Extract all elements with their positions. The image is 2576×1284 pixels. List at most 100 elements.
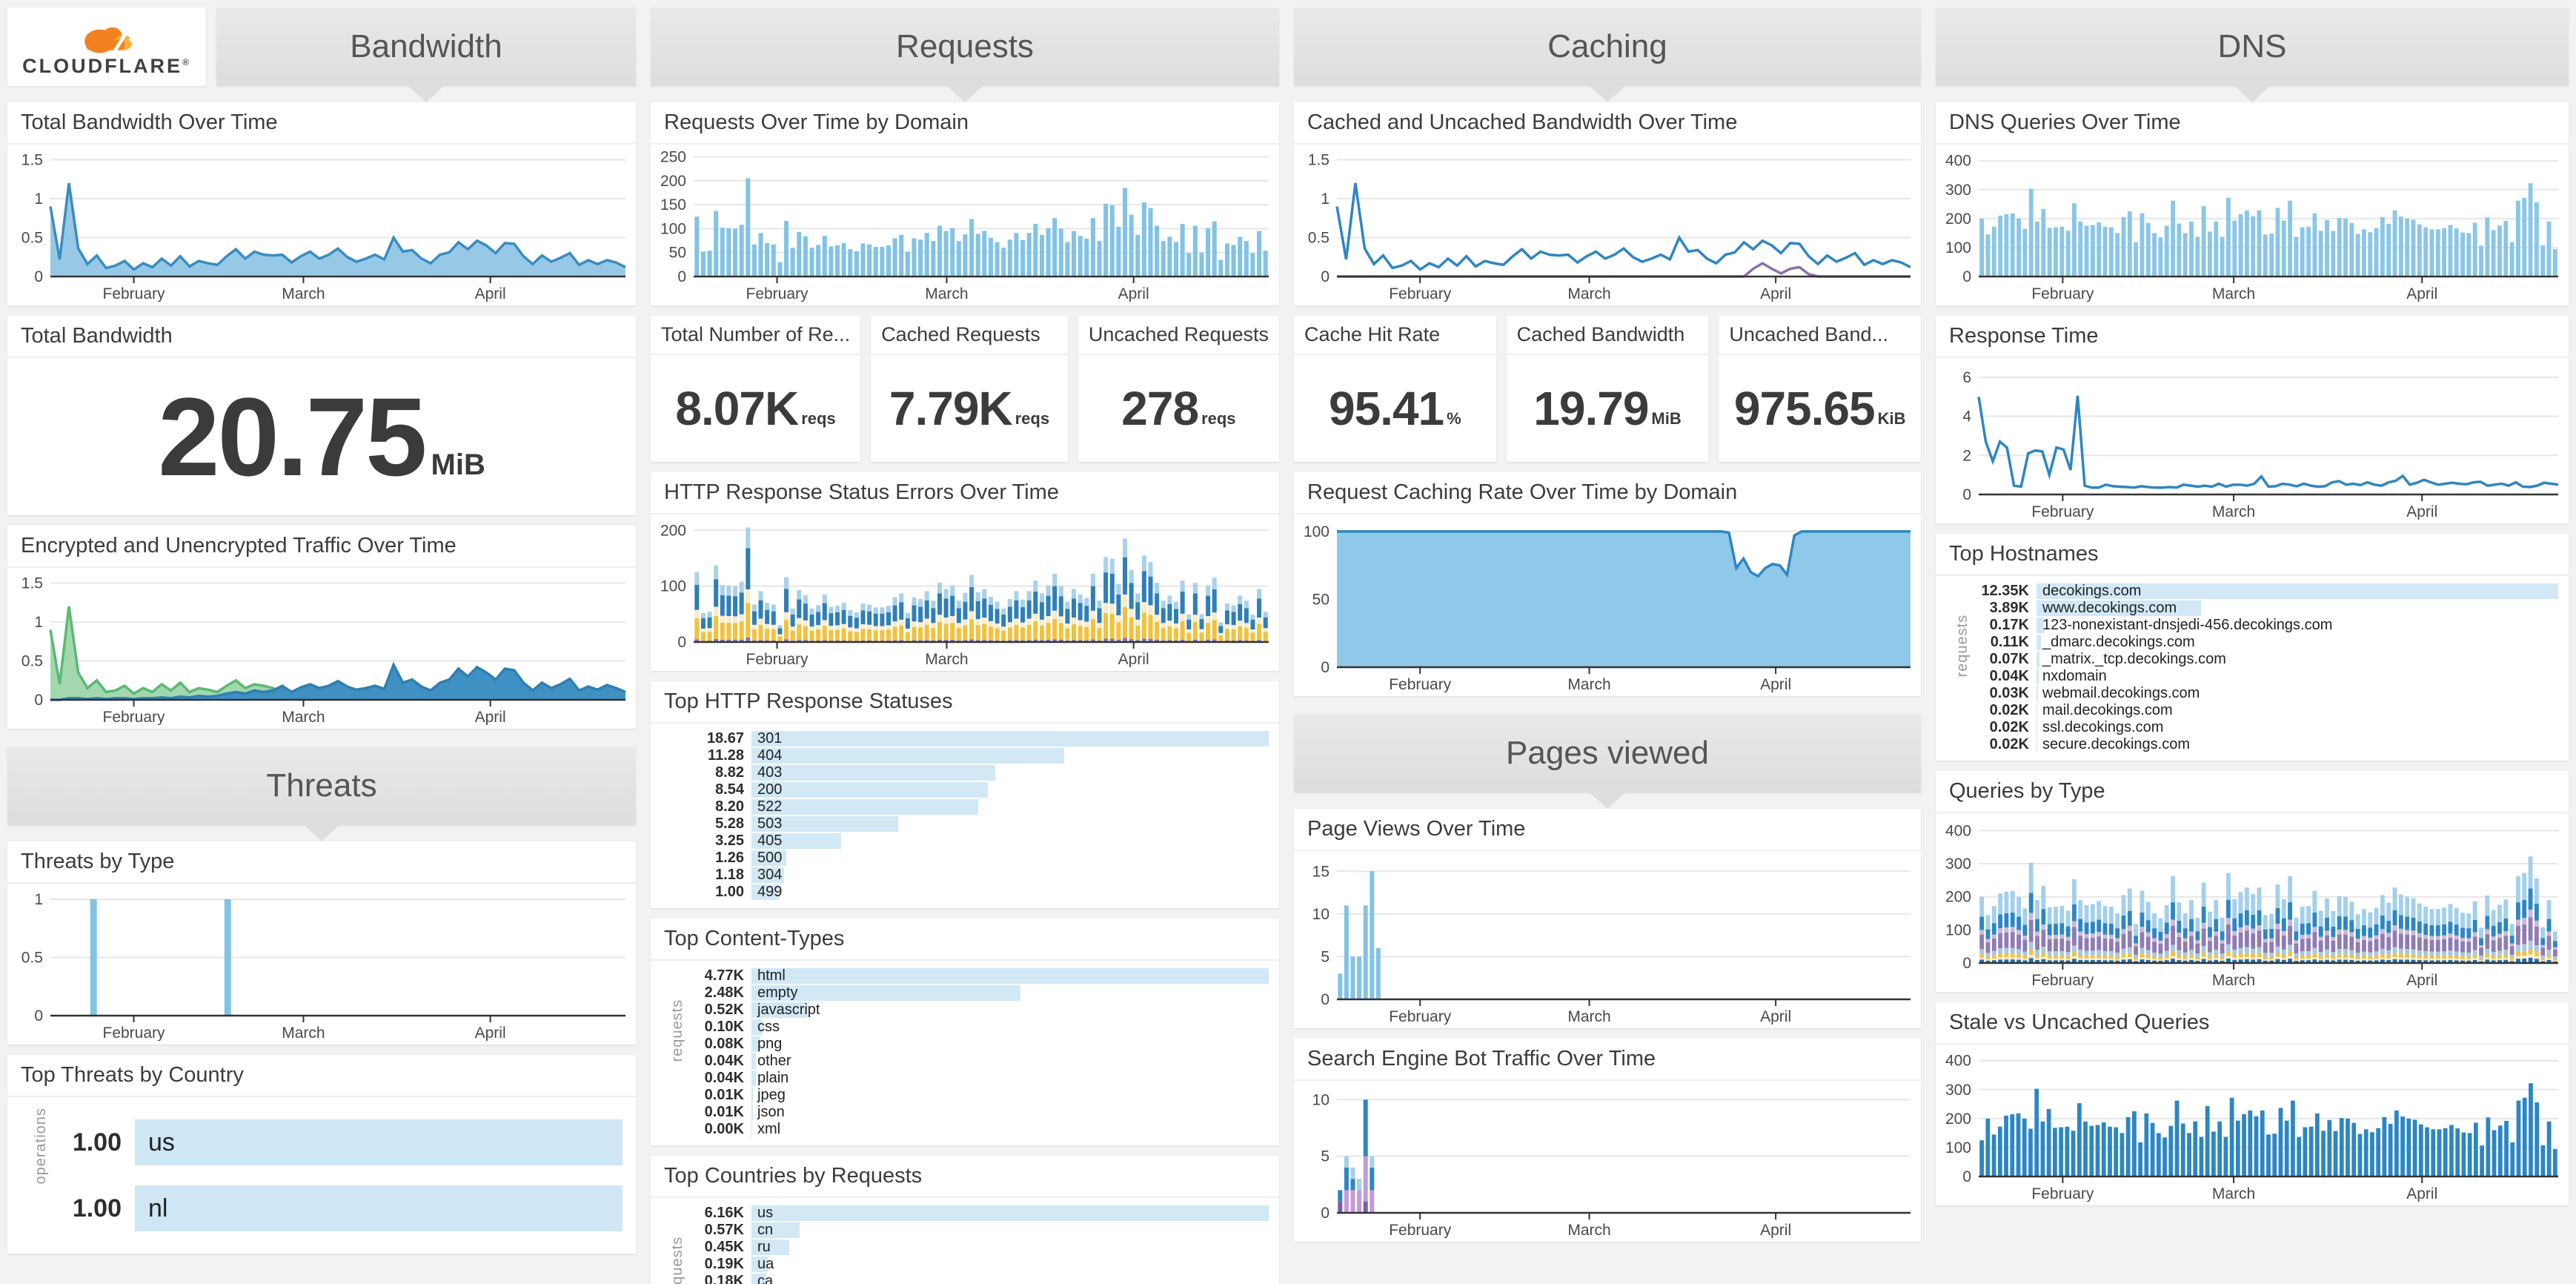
list-row[interactable]: 1.00 nl [33, 1176, 623, 1241]
row-bar: nxdomain [2036, 668, 2558, 684]
list-row[interactable]: 0.01K json [673, 1104, 1269, 1120]
panel-stale-uncached-queries: Stale vs Uncached Queries 0 100 200 300 400 F… [1936, 1002, 2569, 1205]
chart-svg: 0 100 200 February March April [660, 522, 1269, 668]
stat-unit: reqs [801, 409, 836, 428]
row-bar: 403 [751, 764, 1269, 781]
list-row[interactable]: 8.20 522 [673, 798, 1269, 815]
row-bar: jpeg [751, 1087, 1269, 1103]
svg-text:April: April [1118, 285, 1149, 302]
panel-top-http-statuses: Top HTTP Response Statuses 18.67 301 11.28… [651, 681, 1279, 908]
list-row[interactable]: 3.25 405 [673, 833, 1269, 849]
list-row[interactable]: 18.67 301 [673, 730, 1269, 747]
response-time-chart[interactable]: 0 2 4 6 February March April [1936, 358, 2569, 523]
list-row[interactable]: 0.07K _matrix._tcp.decokings.com [1958, 651, 2558, 667]
list-row[interactable]: 0.19K ua [673, 1256, 1269, 1272]
svg-text:0.5: 0.5 [21, 949, 43, 966]
panel-response-time: Response Time 0 2 4 6 February March April [1936, 316, 2569, 523]
queries-by-type-chart[interactable]: 0 100 200 300 400 February March April [1936, 813, 2569, 992]
list-row[interactable]: 0.02K ssl.decokings.com [1958, 719, 2558, 735]
row-bar-fill [751, 1273, 767, 1284]
row-value: 3.25 [715, 832, 744, 849]
list-row[interactable]: 0.02K mail.decokings.com [1958, 702, 2558, 718]
stat-uncached-requests: Uncached Requests 278 reqs [1078, 316, 1279, 462]
stat-cached-bandwidth: Cached Bandwidth 19.79 MiB [1506, 316, 1709, 462]
svg-text:0: 0 [677, 634, 686, 651]
list-row[interactable]: 0.45K ru [673, 1239, 1269, 1255]
list-row[interactable]: 0.10K css [673, 1019, 1269, 1035]
row-bar: ssl.decokings.com [2036, 719, 2558, 735]
list-row[interactable]: 0.52K javascript [673, 1002, 1269, 1018]
cloudflare-wordmark: CLOUDFLARE® [22, 54, 191, 77]
row-value: 0.52K [704, 1001, 744, 1018]
list-row[interactable]: 2.48K empty [673, 984, 1269, 1001]
row-bar: 200 [751, 781, 1269, 798]
panel-encrypted-traffic: Encrypted and Unencrypted Traffic Over T… [7, 526, 636, 729]
list-row[interactable]: 0.18K ca [673, 1273, 1269, 1284]
row-bar: nl [135, 1185, 623, 1231]
row-value: 4.77K [704, 967, 744, 984]
list-row[interactable]: 0.03K webmail.decokings.com [1958, 685, 2558, 701]
row-label: us [148, 1128, 175, 1156]
list-row[interactable]: 1.18 304 [673, 867, 1269, 883]
list-row[interactable]: 1.26 500 [673, 850, 1269, 866]
row-bar-fill [751, 747, 1064, 764]
list-row[interactable]: 0.11K _dmarc.decokings.com [1958, 634, 2558, 650]
svg-text:300: 300 [1945, 1082, 1971, 1099]
search-bot-traffic-chart[interactable]: 0 5 10 February March April [1294, 1081, 1921, 1242]
list-row[interactable]: 0.04K other [673, 1053, 1269, 1069]
list-row[interactable]: 0.57K cn [673, 1222, 1269, 1238]
svg-text:February: February [2031, 503, 2094, 520]
total-bandwidth-over-time-chart[interactable]: 0 0.5 1 1.5 February March April [7, 145, 636, 305]
panel-title: HTTP Response Status Errors Over Time [651, 472, 1279, 514]
chart-svg: 0 100 200 300 400 February March April [1945, 153, 2558, 302]
list-row[interactable]: 0.00K xml [673, 1121, 1269, 1137]
row-bar: css [751, 1019, 1269, 1035]
encrypted-traffic-chart[interactable]: 0 0.5 1 1.5 February March April [7, 568, 636, 729]
chart-svg: 0 0.5 1 February March April [21, 891, 625, 1042]
list-row[interactable]: 0.01K jpeg [673, 1087, 1269, 1103]
list-row[interactable]: 8.54 200 [673, 781, 1269, 798]
list-row[interactable]: 1.00 499 [673, 884, 1269, 900]
list-row[interactable]: 0.17K 123-nonexistant-dnsjedi-456.decokin… [1958, 617, 2558, 633]
list-row[interactable]: 6.16K us [673, 1205, 1269, 1221]
list-row[interactable]: 0.04K nxdomain [1958, 668, 2558, 684]
cached-uncached-bandwidth-chart[interactable]: 0 0.5 1 1.5 February March April [1294, 145, 1921, 305]
row-label: ua [757, 1255, 774, 1272]
http-errors-chart[interactable]: 0 100 200 February March April [651, 514, 1279, 671]
stale-uncached-queries-chart[interactable]: 0 100 200 300 400 February March April [1936, 1045, 2569, 1205]
svg-text:March: March [282, 709, 325, 725]
row-bar-fill [2036, 668, 2039, 684]
list-row[interactable]: 11.28 404 [673, 747, 1269, 764]
threats-by-type-chart[interactable]: 0 0.5 1 February March April [7, 884, 636, 1045]
row-value: 0.10K [704, 1018, 744, 1035]
row-label: _matrix._tcp.decokings.com [2042, 650, 2226, 667]
row-bar-fill [751, 967, 1269, 984]
svg-text:0: 0 [34, 268, 43, 285]
svg-text:400: 400 [1945, 822, 1971, 839]
row-label: html [757, 967, 786, 984]
requests-over-time-chart[interactable]: 0 50 100 150 200 250 February March April [651, 145, 1279, 305]
list-row[interactable]: 12.35K decokings.com [1958, 583, 2558, 599]
panel-page-views: Page Views Over Time 0 5 10 15 February March… [1294, 809, 1921, 1028]
row-bar-fill [2036, 651, 2040, 667]
list-row[interactable]: 4.77K html [673, 967, 1269, 984]
list-row[interactable]: 0.04K plain [673, 1070, 1269, 1086]
list-row[interactable]: 1.00 us [33, 1110, 623, 1175]
svg-text:April: April [1760, 1222, 1791, 1238]
list-row[interactable]: 0.02K secure.decokings.com [1958, 736, 2558, 752]
list-row[interactable]: 3.89K www.decokings.com [1958, 600, 2558, 616]
row-bar-fill [751, 1070, 757, 1086]
row-bar-fill [751, 1121, 752, 1137]
request-caching-rate-chart[interactable]: 0 50 100 February March April [1294, 514, 1921, 696]
total-bandwidth-value: 20.75 [158, 374, 427, 499]
page-views-chart[interactable]: 0 5 10 15 February March April [1294, 851, 1921, 1028]
row-value: 0.02K [1989, 735, 2029, 752]
svg-text:5: 5 [1321, 1148, 1330, 1165]
list-row[interactable]: 0.08K png [673, 1036, 1269, 1052]
row-bar: 503 [751, 815, 1269, 832]
svg-text:March: March [282, 1025, 325, 1041]
dns-queries-chart[interactable]: 0 100 200 300 400 February March April [1936, 145, 2569, 305]
list-row[interactable]: 8.82 403 [673, 764, 1269, 781]
list-row[interactable]: 5.28 503 [673, 815, 1269, 832]
stat-unit: MiB [1651, 409, 1682, 428]
